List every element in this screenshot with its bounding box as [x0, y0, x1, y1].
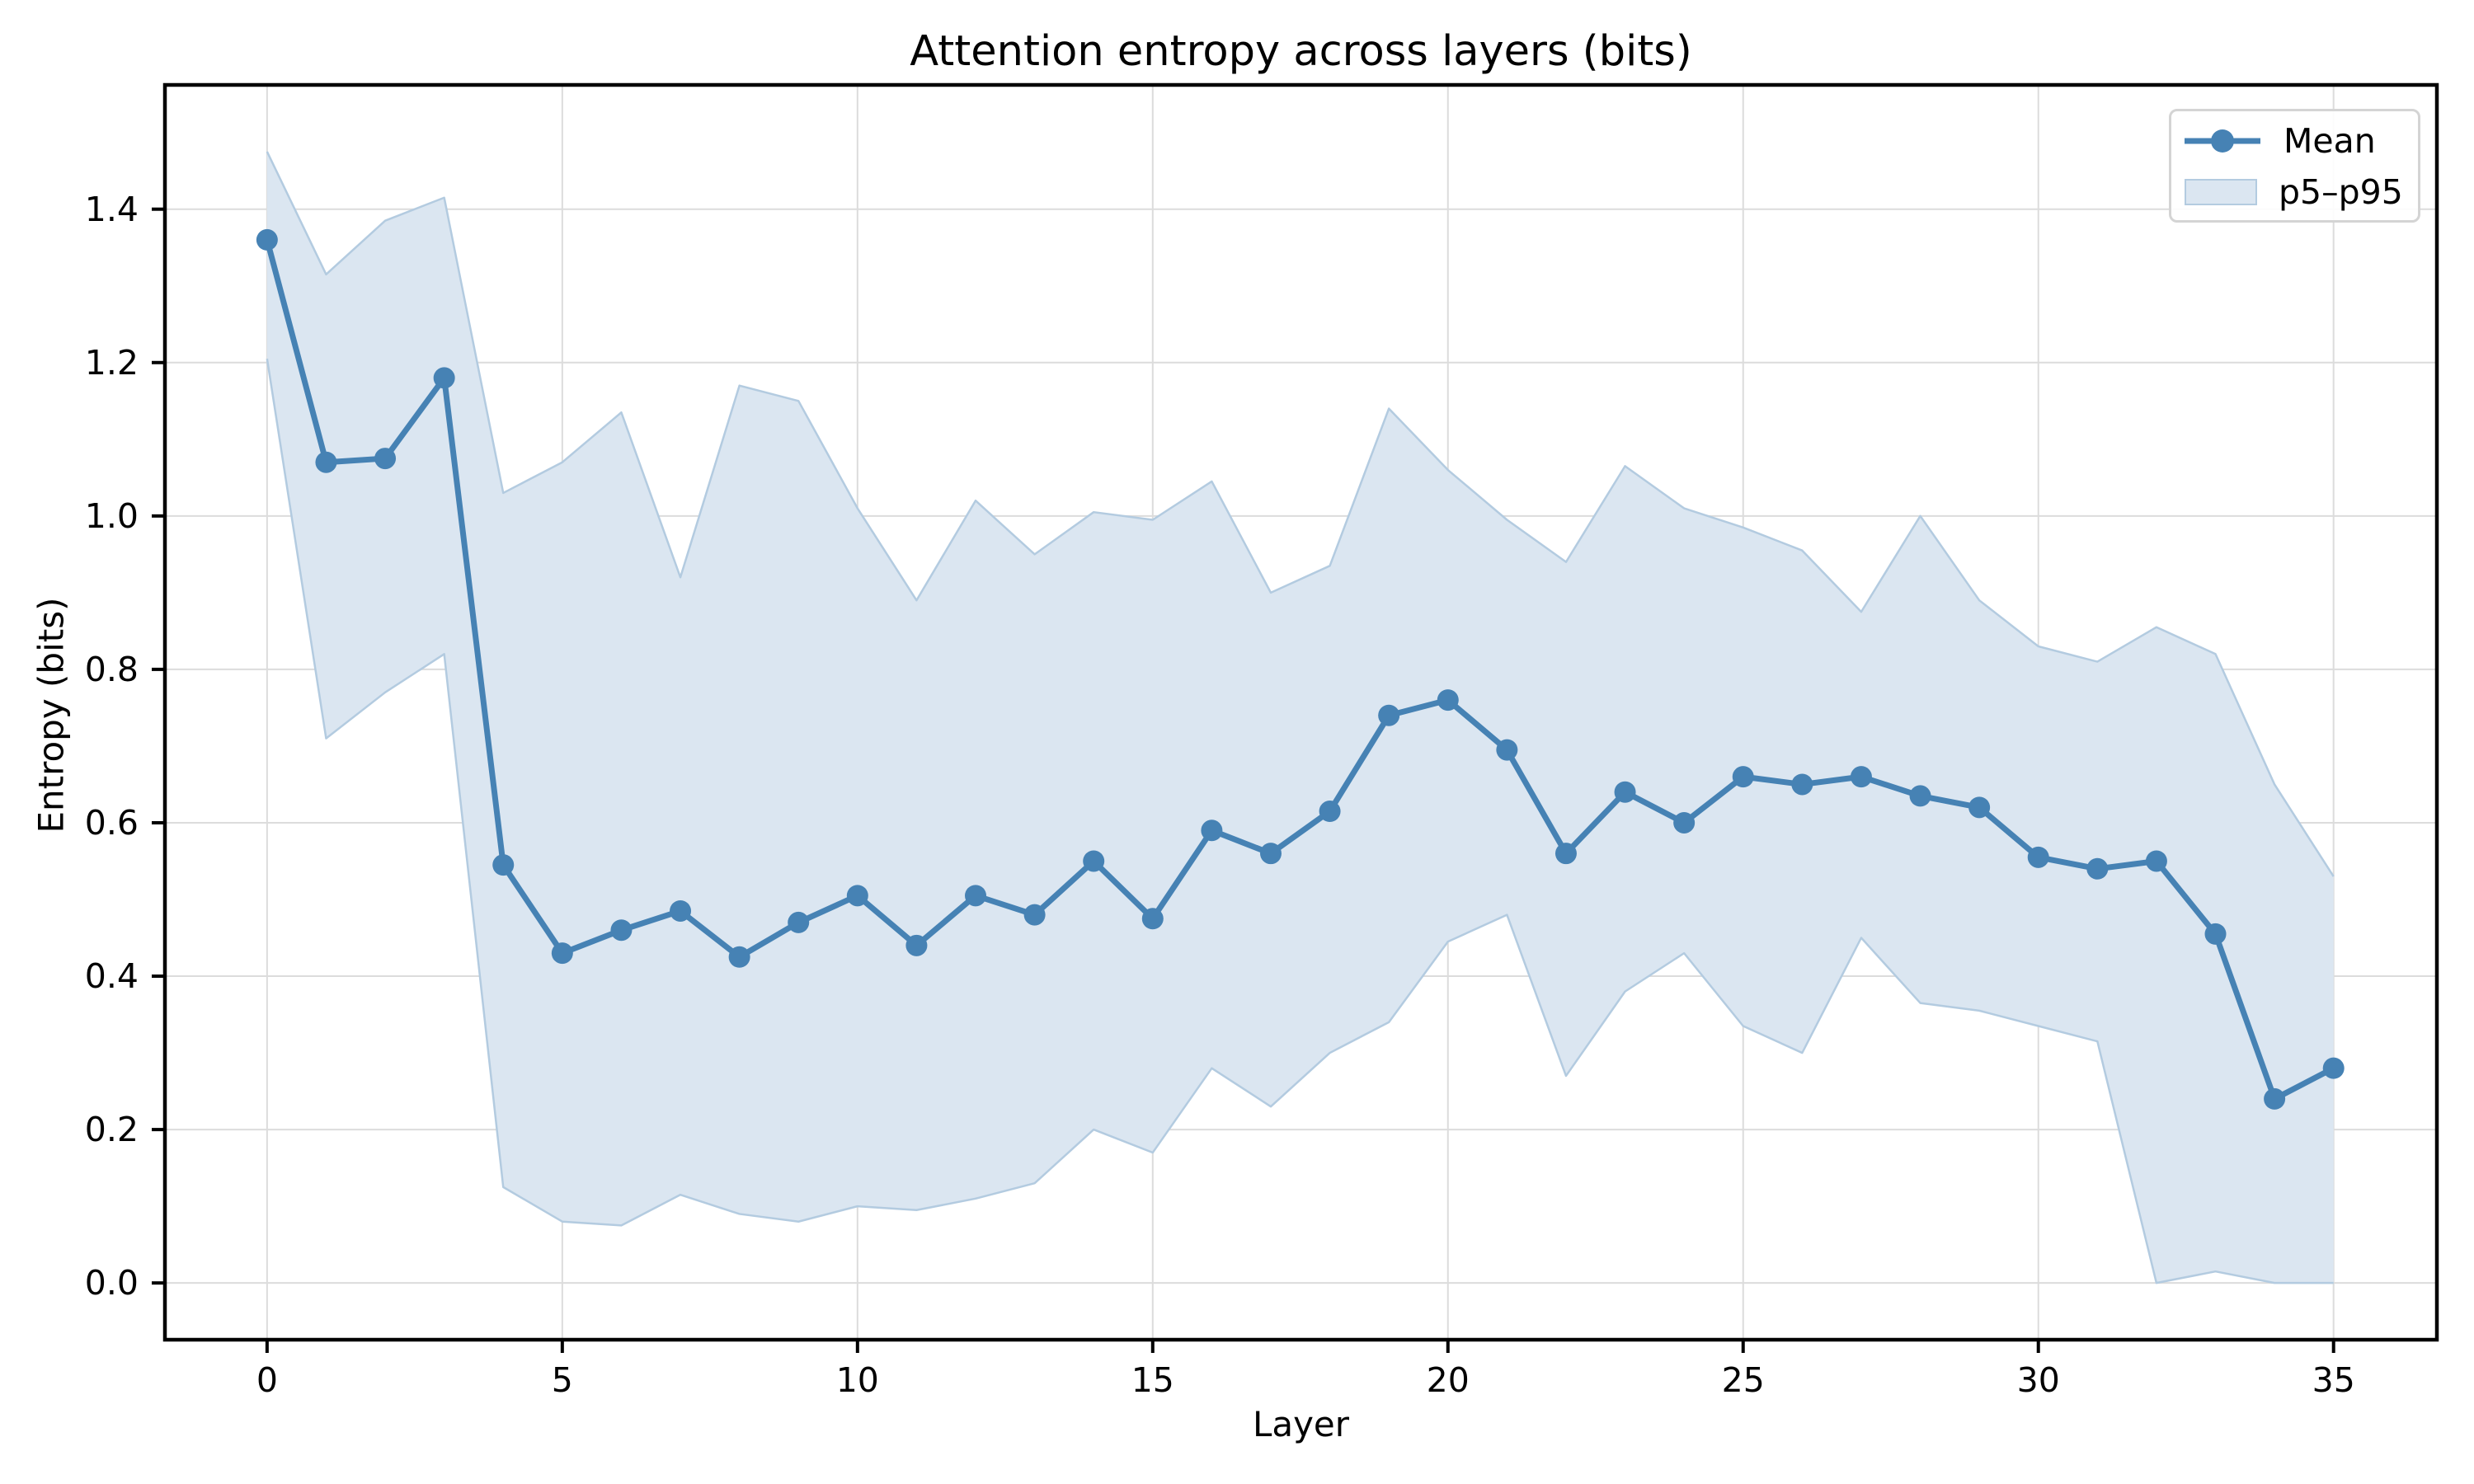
band-lower-edge — [266, 358, 2334, 1284]
mean-marker — [1023, 904, 1046, 926]
y-tick-label: 0.8 — [84, 649, 139, 689]
legend-entry-mean: Mean — [2171, 116, 2418, 166]
mean-marker — [1083, 850, 1105, 872]
y-tick-label: 1.4 — [84, 189, 139, 229]
y-tick-label: 0.4 — [84, 956, 139, 997]
mean-marker — [1732, 766, 1754, 788]
y-tick-label: 1.0 — [84, 495, 139, 536]
mean-marker — [846, 885, 868, 907]
mean-marker — [1437, 689, 1459, 711]
mean-marker — [1673, 811, 1696, 834]
mean-marker — [610, 919, 633, 942]
mean-marker — [728, 946, 750, 968]
mean-marker — [1259, 843, 1282, 865]
mean-marker — [1378, 704, 1400, 726]
x-tick-label: 30 — [2016, 1360, 2060, 1400]
x-tick-label: 0 — [256, 1360, 278, 1400]
mean-marker — [315, 451, 337, 473]
y-axis-label: Entropy (bits) — [31, 597, 72, 834]
band-upper-edge — [266, 151, 2335, 877]
x-tick-label: 10 — [835, 1360, 879, 1400]
mean-marker — [1201, 819, 1223, 842]
legend-entry-band: p5–p95 — [2171, 167, 2418, 217]
mean-marker — [905, 934, 928, 956]
mean-marker — [1319, 801, 1341, 823]
mean-marker — [256, 228, 278, 251]
mean-marker — [1496, 739, 1518, 761]
mean-marker — [551, 942, 573, 965]
y-tick-label: 0.0 — [84, 1263, 139, 1303]
axes-spines — [162, 82, 2439, 1342]
x-axis-label: Layer — [1252, 1404, 1350, 1444]
y-tick-label: 0.2 — [84, 1110, 139, 1150]
mean-marker — [492, 854, 515, 876]
mean-marker — [965, 885, 987, 907]
mean-marker — [1554, 843, 1577, 865]
x-tick-label: 25 — [1721, 1360, 1765, 1400]
y-tick-label: 1.2 — [84, 342, 139, 383]
mean-marker — [374, 448, 397, 470]
band-swatch-icon — [2185, 179, 2257, 205]
x-tick-label: 35 — [2312, 1360, 2355, 1400]
mean-marker — [1850, 766, 1872, 788]
mean-marker — [1909, 785, 1931, 807]
mean-marker — [788, 911, 810, 933]
x-tick-label: 20 — [1426, 1360, 1470, 1400]
mean-marker — [433, 367, 455, 389]
legend: Mean p5–p95 — [2169, 109, 2420, 223]
mean-marker — [1968, 796, 1991, 819]
mean-marker — [2086, 857, 2109, 880]
mean-marker — [2145, 850, 2167, 872]
mean-marker — [2264, 1087, 2286, 1110]
mean-marker — [1614, 781, 1636, 803]
y-tick-label: 0.6 — [84, 802, 139, 843]
mean-marker — [2204, 923, 2227, 945]
chart-title: Attention entropy across layers (bits) — [910, 27, 1692, 76]
mean-marker — [1791, 773, 1813, 796]
legend-label-band: p5–p95 — [2279, 171, 2403, 212]
x-tick-label: 5 — [551, 1360, 573, 1400]
mean-line-icon — [2185, 129, 2260, 153]
mean-marker — [670, 899, 692, 922]
mean-marker — [2027, 846, 2049, 868]
mean-marker — [1141, 908, 1164, 930]
legend-label-mean: Mean — [2284, 120, 2376, 161]
mean-marker — [2322, 1057, 2345, 1079]
p5-p95-band — [266, 151, 2334, 1284]
x-tick-label: 15 — [1131, 1360, 1174, 1400]
